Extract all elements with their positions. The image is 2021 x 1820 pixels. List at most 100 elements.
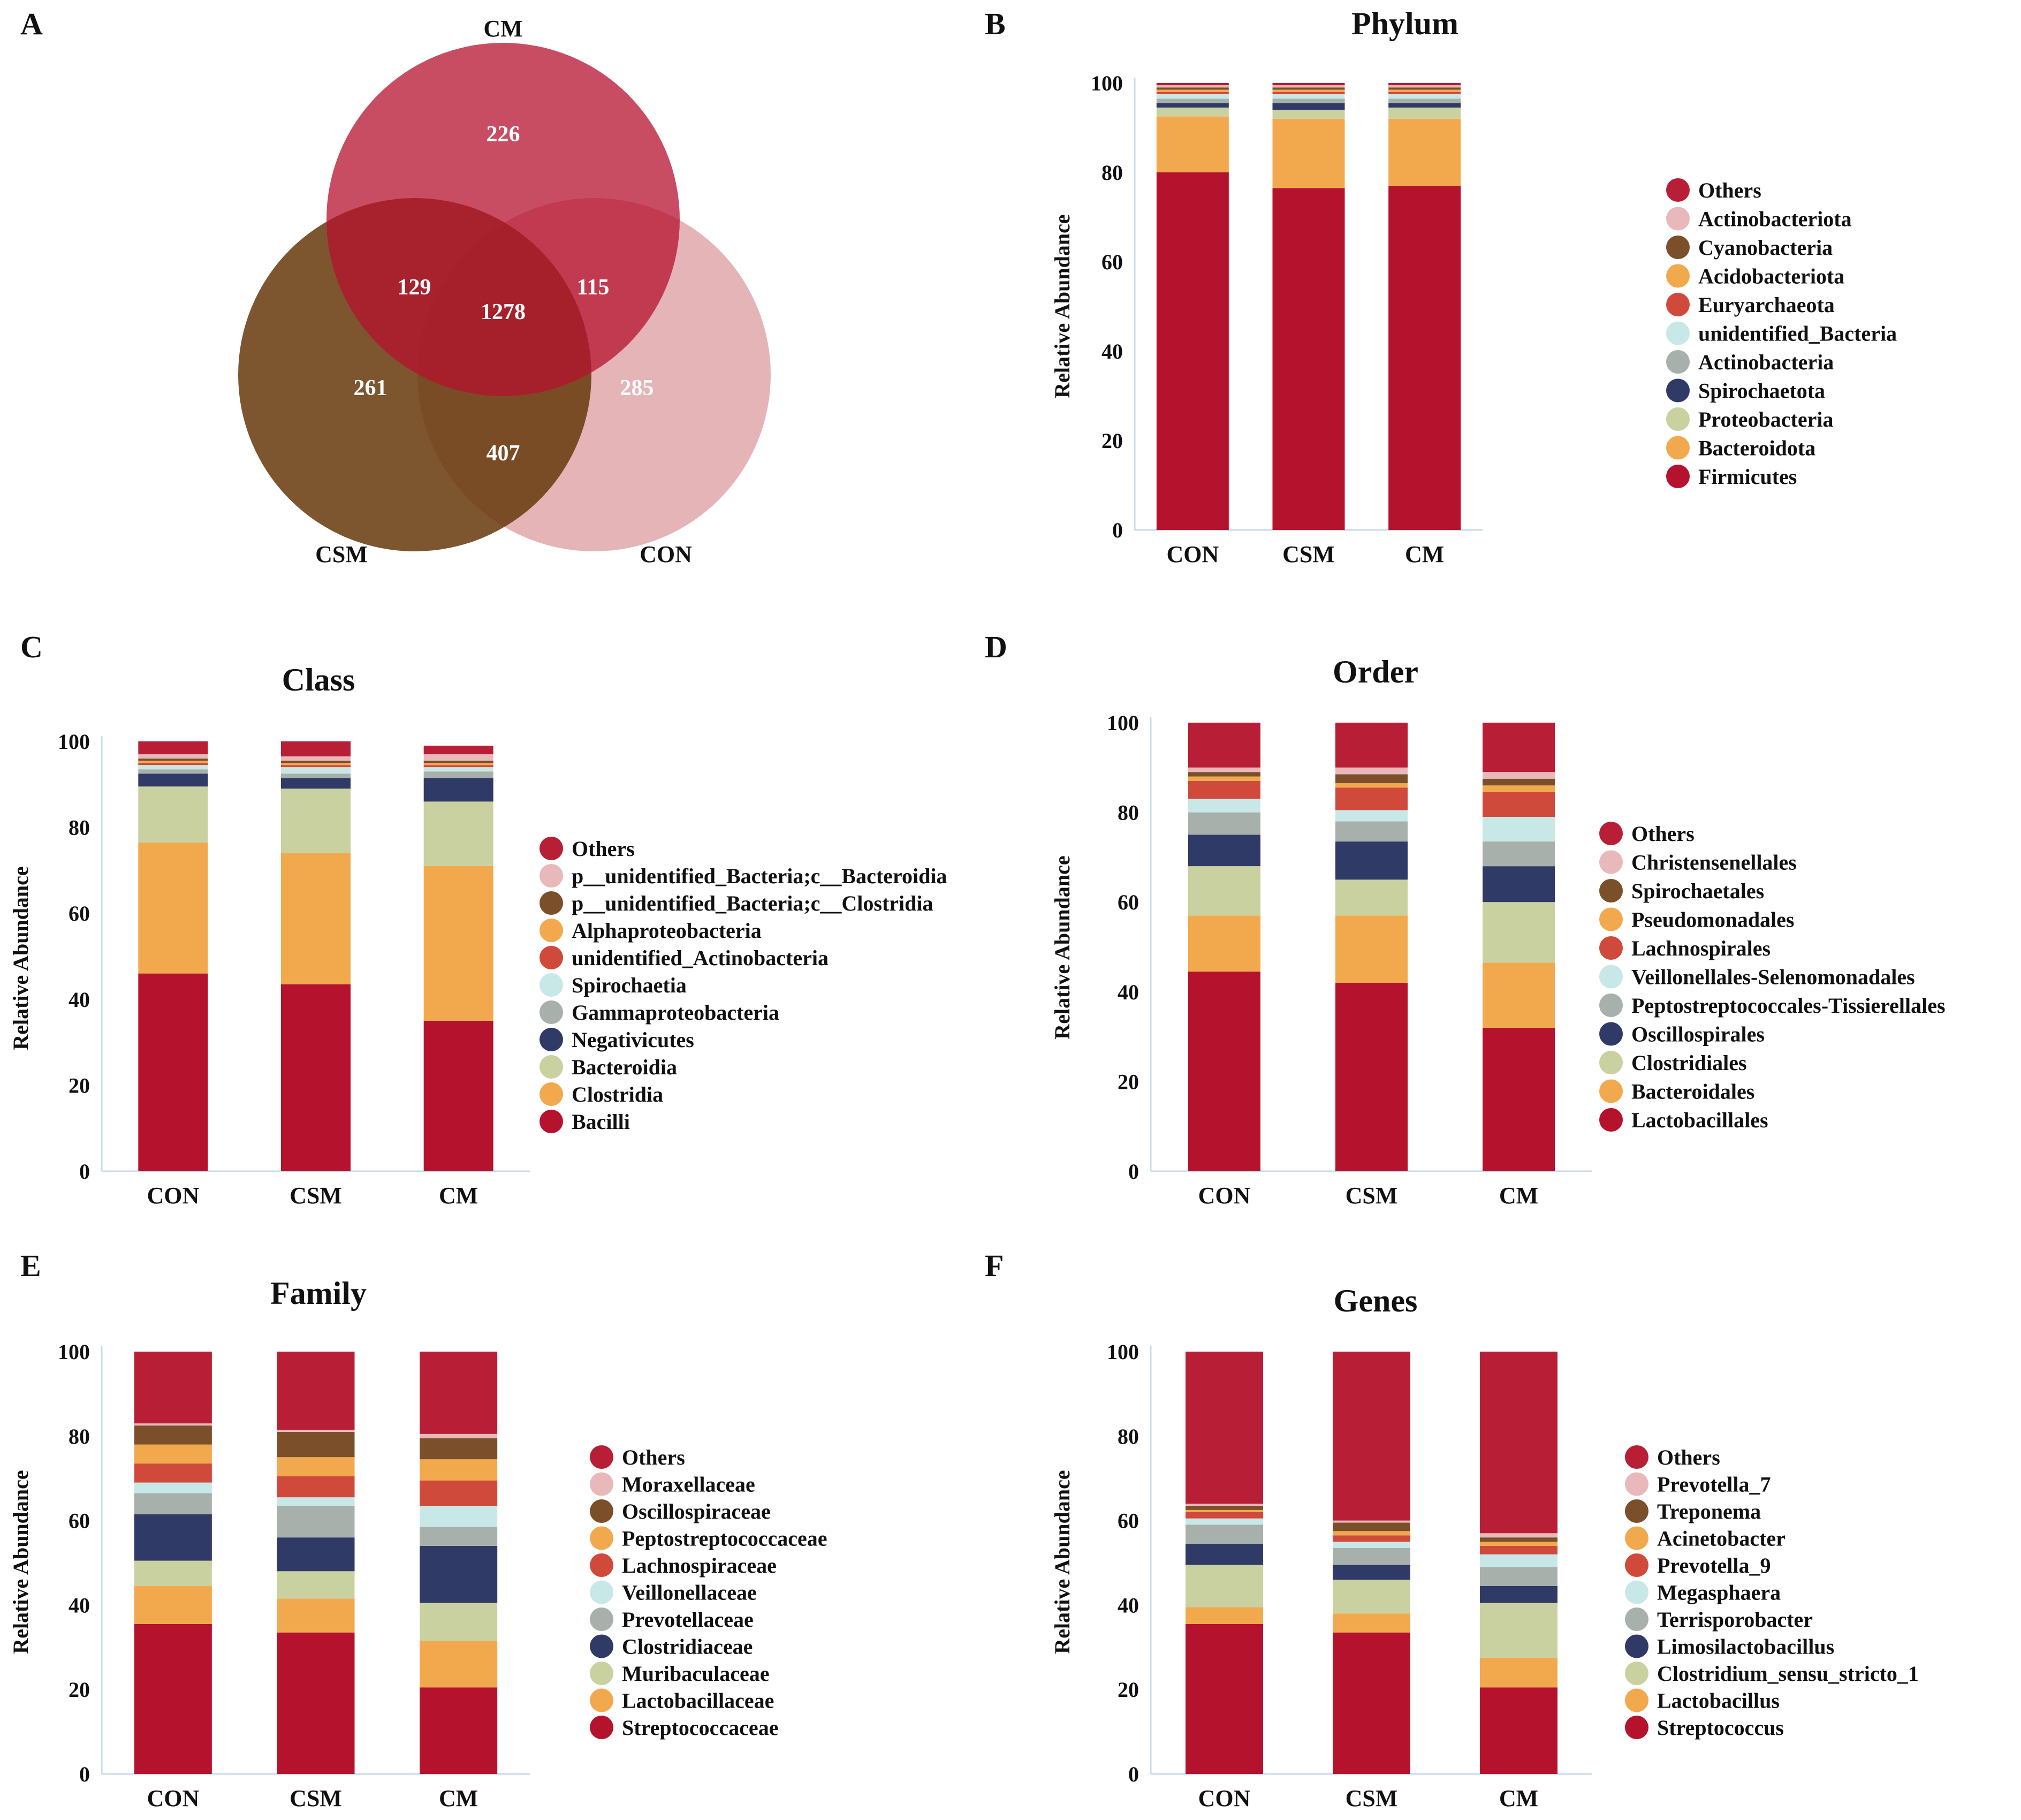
legend-marker xyxy=(590,1662,613,1685)
legend-label: Prevotellaceae xyxy=(622,1607,754,1632)
bar-segment-clostridiaceae xyxy=(134,1514,212,1561)
bar-segment-spirochaetales xyxy=(1483,778,1555,786)
bar-segment-veillonellales-selenomonadales xyxy=(1483,816,1555,842)
bar-segment-spirochaetia xyxy=(423,767,493,772)
x-tick-label: CM xyxy=(439,1785,478,1811)
legend-label: unidentified_Bacteria xyxy=(1698,322,1897,346)
legend-label: Negativicutes xyxy=(572,1028,694,1052)
legend-label: Clostridiales xyxy=(1631,1051,1747,1075)
venn-count-cm-only: 226 xyxy=(487,122,520,147)
legend-marker xyxy=(1625,1526,1648,1550)
bar-segment-acinetobacter xyxy=(1186,1510,1263,1512)
bar-segment-others xyxy=(1272,83,1345,86)
bar-segment-prevotella-9 xyxy=(1186,1512,1263,1519)
legend-marker xyxy=(540,864,563,888)
y-tick-label: 100 xyxy=(1107,1340,1139,1364)
bar-segment-lachnospiraceae xyxy=(134,1463,212,1483)
bar-segment-streptococcaceae xyxy=(420,1687,498,1774)
bar-segment-firmicutes xyxy=(1272,188,1345,530)
legend-marker xyxy=(1625,1445,1648,1469)
legend-label: Others xyxy=(572,837,635,861)
legend-label: Oscillospirales xyxy=(1631,1022,1765,1046)
bar-segment-firmicutes xyxy=(1388,186,1461,530)
bar-charts: B Phylum 0 20 40 60 80 100 Relative Abundance CON… xyxy=(9,6,1946,1811)
y-tick-label: 20 xyxy=(1101,429,1123,453)
legend-label: Streptococcaceae xyxy=(622,1716,778,1740)
bar-segment-p-unidentified-bacteria-c-bacteroidia xyxy=(281,756,351,761)
legend-label: Pseudomonadales xyxy=(1631,908,1795,932)
legend-marker xyxy=(590,1526,613,1550)
legend-label: Acinetobacter xyxy=(1657,1527,1786,1551)
bar-segment-veillonellaceae xyxy=(134,1482,212,1493)
bar-segment-limosilactobacillus xyxy=(1480,1586,1557,1603)
x-tick-label: CON xyxy=(1166,541,1219,567)
legend-label: Cyanobacteria xyxy=(1698,236,1833,260)
panel-letter-b: B xyxy=(985,6,1006,41)
y-tick-label: 60 xyxy=(69,901,90,926)
legend-label: Euryarchaeota xyxy=(1698,293,1835,317)
bar-segment-lactobacillaceae xyxy=(134,1586,212,1624)
legend-marker xyxy=(1625,1580,1648,1604)
bar-segment-bacteroidia xyxy=(423,801,493,866)
y-tick-label: 60 xyxy=(1118,1509,1139,1533)
bar-segment-euryarchaeota xyxy=(1388,92,1461,94)
venn-count-con-only: 285 xyxy=(620,376,654,400)
bar-segment-pseudomonadales xyxy=(1188,776,1260,781)
legend-label: Megasphaera xyxy=(1657,1581,1781,1605)
y-tick-label: 40 xyxy=(69,988,90,1012)
bar-segment-prevotella-9 xyxy=(1333,1535,1410,1542)
bar-segment-others xyxy=(1333,1352,1410,1521)
legend-label: Peptostreptococcales-Tissierellales xyxy=(1631,994,1946,1018)
bar-segment-cyanobacteria xyxy=(1388,87,1461,90)
bar-segment-oscillospiraceae xyxy=(420,1438,498,1460)
y-tick-label: 80 xyxy=(69,1424,90,1449)
bar-segment-alphaproteobacteria xyxy=(281,763,351,765)
bar-segment-veillonellaceae xyxy=(420,1505,498,1527)
legend-label: p__unidentified_Bacteria;c__Clostridia xyxy=(572,891,933,915)
bar-segment-prevotella-9 xyxy=(1480,1545,1557,1554)
venn-count-csm-only: 261 xyxy=(354,376,388,400)
legend-label: Firmicutes xyxy=(1698,465,1797,489)
legend-label: Clostridia xyxy=(572,1082,663,1106)
legend-label: Lactobacillus xyxy=(1657,1689,1780,1713)
bar-segment-proteobacteria xyxy=(1156,107,1229,117)
bar-segment-peptostreptococcales-tissierellales xyxy=(1335,821,1408,842)
y-tick-label: 20 xyxy=(69,1073,90,1097)
y-tick-label: 20 xyxy=(69,1678,90,1702)
venn-circle-cm xyxy=(326,43,680,396)
bar-segment-euryarchaeota xyxy=(1272,92,1345,94)
bar-segment-moraxellaceae xyxy=(420,1434,498,1438)
bar-segment-veillonellales-selenomonadales xyxy=(1188,799,1260,813)
legend-label: Veillonellaceae xyxy=(622,1581,757,1605)
legend-marker xyxy=(540,919,563,942)
bar-segment-clostridia xyxy=(281,853,351,984)
bar-segment-others xyxy=(1480,1352,1557,1534)
y-tick-label: 80 xyxy=(1118,1424,1139,1449)
bar-segment-lactobacillus xyxy=(1333,1613,1410,1633)
legend-marker xyxy=(1599,1022,1623,1046)
bar-segment-spirochaetia xyxy=(138,765,208,770)
bar-segment-veillonellaceae xyxy=(277,1497,355,1506)
bar-segment-clostridia xyxy=(423,866,493,1021)
bar-segment-others xyxy=(277,1352,355,1430)
y-tick-label: 40 xyxy=(1118,980,1139,1004)
legend-b: Others Actinobacteriota Cyanobacteria Acido… xyxy=(1666,178,1897,489)
legend-label: Proteobacteria xyxy=(1698,407,1833,431)
legend-marker xyxy=(540,946,563,969)
bar-segment-others xyxy=(423,746,493,755)
legend-label: Actinobacteriota xyxy=(1698,207,1852,231)
venn-count-cm-csm: 129 xyxy=(398,275,431,300)
bar-segment-oscillospirales xyxy=(1483,866,1555,903)
legend-label: Lachnospiraceae xyxy=(622,1553,777,1578)
bar-segment-unidentified-actinobacteria xyxy=(423,765,493,768)
chart-f: F Genes 0 20 40 60 80 100 Relative Abundance CON C… xyxy=(985,1248,1919,1811)
legend-marker xyxy=(590,1445,613,1469)
legend-marker xyxy=(1599,936,1623,960)
legend-label: p__unidentified_Bacteria;c__Bacteroidia xyxy=(572,864,947,888)
bar-segment-others xyxy=(1335,723,1408,768)
y-tick-label: 20 xyxy=(1118,1070,1139,1094)
bar-segment-bacteroidota xyxy=(1272,118,1345,188)
bar-segment-others xyxy=(138,741,208,755)
bar-segment-others xyxy=(134,1352,212,1424)
legend-label: Peptostreptococcaceae xyxy=(622,1527,827,1551)
